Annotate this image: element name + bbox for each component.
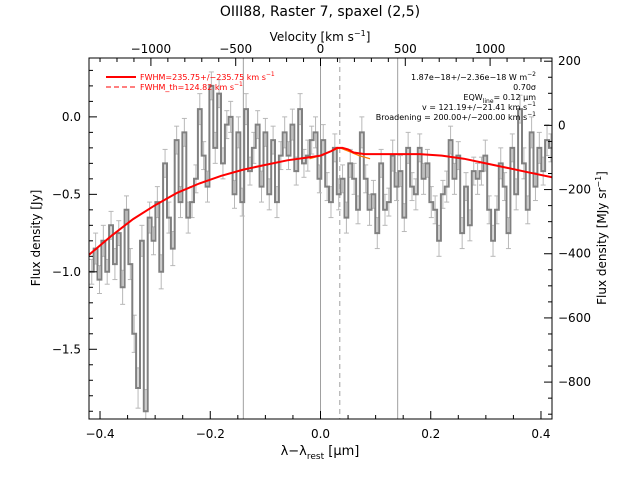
annotation-eqw: EQWline= 0.12 μm <box>463 93 536 105</box>
y-tick-label-3: 0.0 <box>62 110 81 124</box>
right-tick-label-0: −800 <box>558 375 591 389</box>
x-tick-label-2: 0.0 <box>311 427 330 441</box>
right-tick-label-1: −600 <box>558 311 591 325</box>
vel-tick-label-2: 0 <box>317 42 325 56</box>
right-tick-label-2: −400 <box>558 247 591 261</box>
x-tick-label-1: −0.2 <box>196 427 225 441</box>
y-axis-label: Flux density [Jy] <box>29 190 43 287</box>
chart-title: OIII88, Raster 7, spaxel (2,5) <box>220 4 420 20</box>
x-tick-label-4: 0.4 <box>531 427 550 441</box>
right-tick-label-4: 0 <box>558 118 566 132</box>
vel-tick-label-4: 1000 <box>475 42 506 56</box>
legend-label-fwhm: FWHM=235.75+/−235.75 km s−1 <box>140 71 275 82</box>
fit-annotations: 1.87e−18+/−2.36e−18 W m−2 0.70σ EQWline=… <box>376 71 536 122</box>
vel-tick-label-1: −500 <box>219 42 252 56</box>
right-tick-label-5: 200 <box>558 54 581 68</box>
axis-tick-labels: −0.4 −0.2 0.0 0.2 0.4 −1.5 −1.0 −0.5 0.0 −1000 −50… <box>52 42 591 441</box>
right-axis-label: Flux density [MJy sr−1] <box>594 171 609 305</box>
annotation-sigma: 0.70σ <box>513 83 536 92</box>
fit-series-line <box>89 146 552 256</box>
x-tick-label-0: −0.4 <box>85 427 114 441</box>
annotation-broadening: Broadening = 200.00+/−200.00 km s−1 <box>376 111 536 122</box>
data-series-line <box>89 84 552 413</box>
y-tick-label-0: −1.5 <box>52 342 81 356</box>
annotation-velocity: v = 121.19+/−21.41 km s−1 <box>422 101 536 112</box>
right-tick-label-3: −200 <box>558 183 591 197</box>
reference-lines <box>242 58 399 419</box>
top-axis-label: Velocity [km s−1] <box>270 29 371 44</box>
vel-tick-label-0: −1000 <box>131 42 172 56</box>
x-tick-label-3: 0.2 <box>421 427 440 441</box>
annotation-flux: 1.87e−18+/−2.36e−18 W m−2 <box>411 71 536 82</box>
vel-tick-label-3: 500 <box>394 42 417 56</box>
legend-label-fwhm-th: FWHM_th=124.82 km s−1 <box>140 81 243 92</box>
y-tick-label-2: −0.5 <box>52 187 81 201</box>
y-tick-label-1: −1.0 <box>52 265 81 279</box>
legend: FWHM=235.75+/−235.75 km s−1 FWHM_th=124.… <box>106 71 275 92</box>
x-axis-label: λ−λrest [μm] <box>281 444 360 462</box>
axis-ticks <box>89 58 552 419</box>
